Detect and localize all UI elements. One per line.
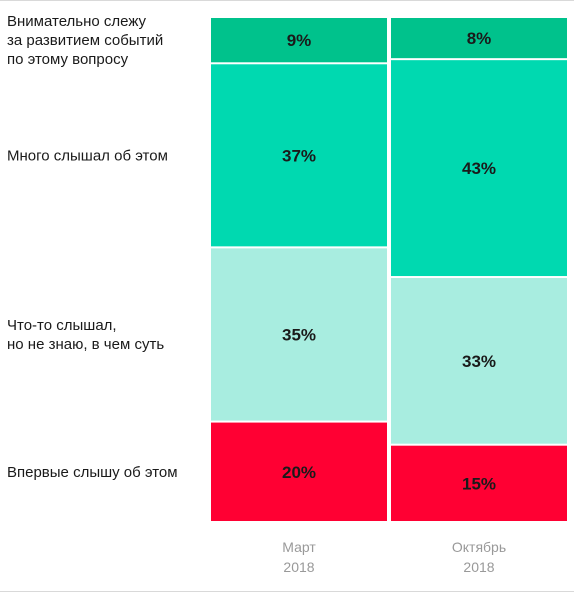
data-label-s0-c1: 8%: [467, 29, 492, 48]
series-label-0: Внимательно слежу за развитием событий по …: [7, 13, 163, 68]
series-label-1: Много слышал об этом: [7, 147, 168, 164]
data-label-s1-c1: 43%: [462, 159, 496, 178]
data-label-s1-c0: 37%: [282, 146, 316, 165]
bar-segment-s1-c0: [211, 64, 387, 247]
segment-labels-group: 9% 37% 35% 20% 8% 43% 33% 15%: [282, 29, 496, 493]
x-axis-labels-group: Март 2018 Октябрь 2018: [282, 539, 506, 575]
bar-segment-s3-c1: [391, 445, 567, 521]
data-label-s3-c1: 15%: [462, 474, 496, 493]
x-tick-label-0: Март 2018: [282, 539, 316, 575]
bars-group: [211, 18, 567, 521]
series-label-3: Впервые слышу об этом: [7, 464, 178, 481]
data-label-s0-c0: 9%: [287, 31, 312, 50]
bar-segment-s2-c1: [391, 278, 567, 444]
data-label-s3-c0: 20%: [282, 463, 316, 482]
data-label-s2-c1: 33%: [462, 352, 496, 371]
x-tick-label-1: Октябрь 2018: [452, 539, 506, 575]
bar-segment-s0-c0: [211, 18, 387, 63]
series-label-2: Что-то слышал, но не знаю, в чем суть: [7, 317, 164, 353]
category-labels-group: Внимательно слежу за развитием событий по …: [7, 13, 178, 481]
bar-segment-s0-c1: [391, 18, 567, 59]
bar-segment-s3-c0: [211, 422, 387, 521]
bar-segment-s2-c0: [211, 248, 387, 421]
data-label-s2-c0: 35%: [282, 325, 316, 344]
bar-segment-s1-c1: [391, 60, 567, 277]
